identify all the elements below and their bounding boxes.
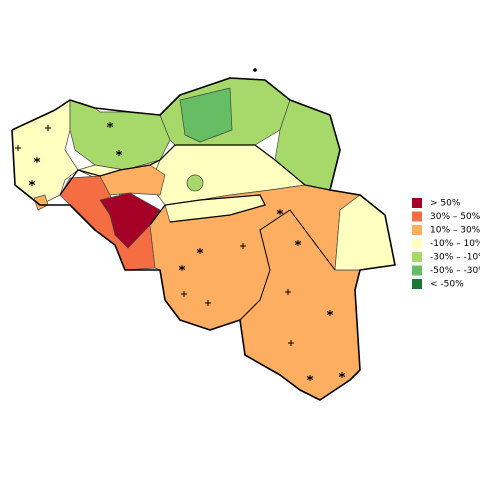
legend-label: -50% – -30% bbox=[430, 266, 480, 276]
region bbox=[99, 192, 161, 249]
legend-swatch bbox=[412, 265, 422, 276]
region-border bbox=[149, 194, 266, 226]
legend-label: < -50% bbox=[430, 280, 464, 290]
legend-swatch bbox=[412, 225, 422, 235]
legend-label: -30% – -10% bbox=[430, 253, 480, 263]
legend-swatch bbox=[412, 279, 422, 289]
legend-swatch bbox=[412, 211, 422, 222]
country-border bbox=[11, 77, 396, 401]
legend: > 50% 30% – 50% 10% – 30% -10% – 10% -30% – … bbox=[412, 198, 480, 290]
regions bbox=[11, 77, 396, 401]
legend-swatch bbox=[412, 252, 422, 262]
region-border bbox=[239, 209, 336, 321]
legend-label: 30% – 50% bbox=[430, 212, 480, 222]
symbols bbox=[15, 68, 346, 381]
region bbox=[69, 99, 171, 171]
legend-swatch bbox=[412, 198, 422, 208]
legend-swatch bbox=[412, 238, 422, 249]
region bbox=[186, 174, 204, 192]
legend-label: -10% – 10% bbox=[430, 239, 480, 249]
legend-label: > 50% bbox=[430, 199, 461, 209]
dot bbox=[253, 68, 257, 72]
star-symbol bbox=[28, 122, 346, 381]
region bbox=[179, 87, 233, 143]
region-border bbox=[59, 144, 331, 196]
plus-symbol bbox=[15, 125, 294, 346]
legend-label: 10% – 30% bbox=[430, 226, 480, 236]
